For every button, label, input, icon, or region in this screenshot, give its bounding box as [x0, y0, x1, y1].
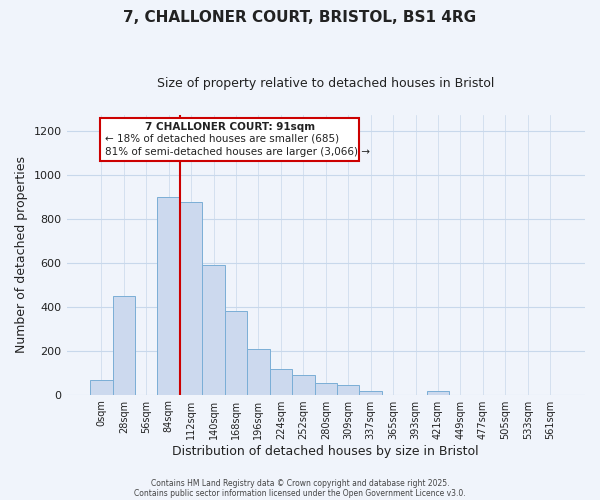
Bar	[157, 196, 180, 394]
Text: 7 CHALLONER COURT: 91sqm: 7 CHALLONER COURT: 91sqm	[145, 122, 315, 132]
Bar	[202, 265, 225, 394]
Bar	[337, 384, 359, 394]
Bar	[90, 380, 113, 394]
Bar	[113, 296, 135, 394]
Bar	[314, 383, 337, 394]
Text: 81% of semi-detached houses are larger (3,066) →: 81% of semi-detached houses are larger (…	[106, 147, 370, 157]
Title: Size of property relative to detached houses in Bristol: Size of property relative to detached ho…	[157, 78, 494, 90]
Text: Contains public sector information licensed under the Open Government Licence v3: Contains public sector information licen…	[134, 488, 466, 498]
Bar	[292, 375, 314, 394]
Bar	[247, 350, 269, 395]
Text: Contains HM Land Registry data © Crown copyright and database right 2025.: Contains HM Land Registry data © Crown c…	[151, 478, 449, 488]
Bar	[269, 370, 292, 394]
X-axis label: Distribution of detached houses by size in Bristol: Distribution of detached houses by size …	[172, 444, 479, 458]
Text: ← 18% of detached houses are smaller (685): ← 18% of detached houses are smaller (68…	[106, 134, 340, 144]
Bar	[180, 202, 202, 394]
Y-axis label: Number of detached properties: Number of detached properties	[15, 156, 28, 354]
Bar	[225, 311, 247, 394]
Text: 7, CHALLONER COURT, BRISTOL, BS1 4RG: 7, CHALLONER COURT, BRISTOL, BS1 4RG	[124, 10, 476, 25]
FancyBboxPatch shape	[100, 118, 359, 162]
Bar	[427, 390, 449, 394]
Bar	[359, 392, 382, 394]
